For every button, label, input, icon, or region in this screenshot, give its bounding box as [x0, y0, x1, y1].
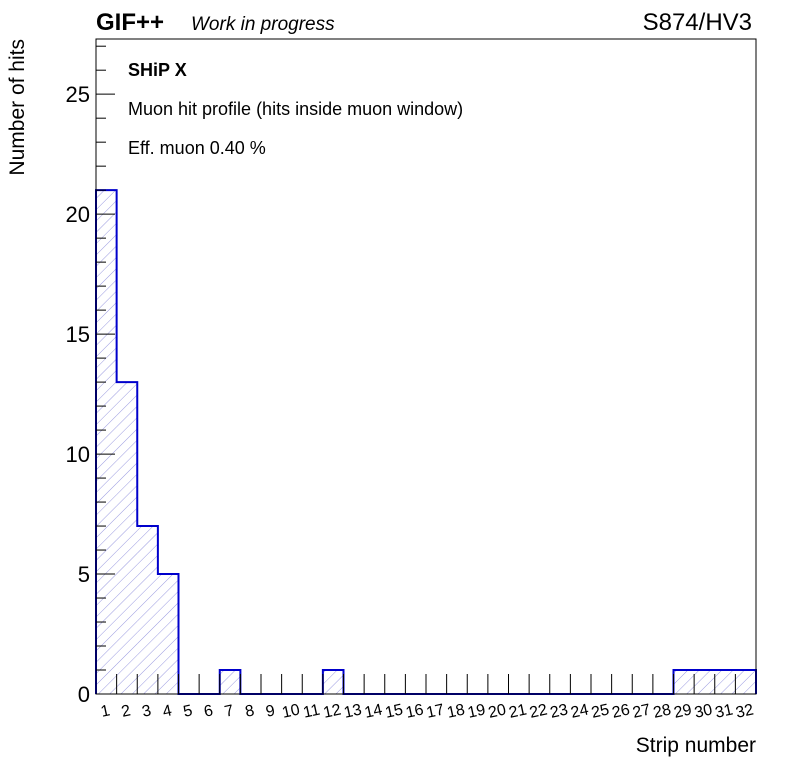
x-axis-label: Strip number [636, 734, 756, 757]
histogram-bar-12 [322, 670, 344, 694]
x-tick-label-27: 27 [631, 701, 652, 721]
x-tick-label-11: 11 [302, 702, 322, 722]
histogram-bar-1 [96, 190, 117, 694]
y-tick-label: 10 [66, 442, 90, 467]
x-tick-label-5: 5 [182, 702, 194, 720]
x-tick-label-17: 17 [425, 701, 446, 721]
x-tick-label-32: 32 [734, 701, 755, 721]
x-tick-label-18: 18 [446, 701, 467, 721]
x-tick-label-20: 20 [487, 701, 508, 721]
x-tick-label-10: 10 [281, 701, 302, 721]
x-tick-label-6: 6 [202, 702, 214, 720]
x-tick-label-19: 19 [466, 701, 487, 721]
x-tick-label-22: 22 [528, 701, 549, 721]
experiment-title: GIF++ [96, 9, 164, 36]
x-tick-label-30: 30 [693, 701, 714, 721]
x-tick-label-13: 13 [342, 701, 363, 721]
y-tick-label: 20 [66, 202, 90, 227]
histogram-bar-32 [735, 670, 757, 694]
y-tick-label: 25 [66, 82, 90, 107]
y-tick-label: 15 [66, 322, 90, 347]
run-label: S874/HV3 [643, 9, 752, 36]
x-tick-label-15: 15 [384, 701, 405, 721]
histogram-bar-30 [694, 670, 715, 694]
x-tick-label-2: 2 [120, 702, 132, 720]
x-tick-label-16: 16 [404, 701, 425, 721]
detector-label: SHiP X [128, 60, 187, 80]
y-tick-label: 0 [78, 682, 90, 707]
x-tick-label-26: 26 [611, 701, 632, 721]
x-tick-label-8: 8 [244, 702, 256, 720]
histogram-bar-31 [714, 670, 736, 694]
y-axis-ticks: 0 5 10 15 20 25 [66, 45, 115, 707]
histogram-bar-29 [673, 670, 695, 694]
x-tick-label-24: 24 [569, 701, 590, 721]
histogram-bar-4 [157, 574, 179, 694]
histogram-outline-layer [95, 189, 757, 695]
x-axis-ticks: 1 2 3 4 5 6 7 8 9 10 11 12 13 14 15 16 17 18 19 20 21 22 23 24 2… [95, 674, 757, 722]
x-tick-label-1: 1 [99, 702, 111, 720]
histogram-bar-2 [116, 382, 138, 694]
x-tick-label-21: 21 [507, 701, 528, 721]
y-axis-label: Number of hits [6, 39, 29, 176]
histogram-bar-3 [137, 526, 158, 694]
x-tick-label-12: 12 [322, 701, 343, 721]
x-tick-label-9: 9 [264, 702, 276, 720]
x-tick-label-4: 4 [161, 702, 173, 720]
histogram-bar-7 [219, 670, 241, 694]
x-tick-label-14: 14 [363, 701, 384, 721]
bars-layer [96, 190, 757, 694]
description-label: Muon hit profile (hits inside muon windo… [128, 99, 463, 119]
y-tick-label: 5 [78, 562, 90, 587]
x-tick-label-25: 25 [590, 701, 611, 721]
x-tick-label-7: 7 [223, 702, 235, 720]
efficiency-label: Eff. muon 0.40 % [128, 138, 266, 158]
x-tick-label-23: 23 [549, 701, 570, 721]
status-label: Work in progress [191, 14, 335, 35]
x-tick-label-28: 28 [652, 701, 673, 721]
x-tick-label-31: 31 [714, 701, 735, 721]
histogram-outline [95, 189, 757, 695]
x-tick-label-3: 3 [141, 702, 153, 720]
x-tick-label-29: 29 [672, 701, 693, 721]
